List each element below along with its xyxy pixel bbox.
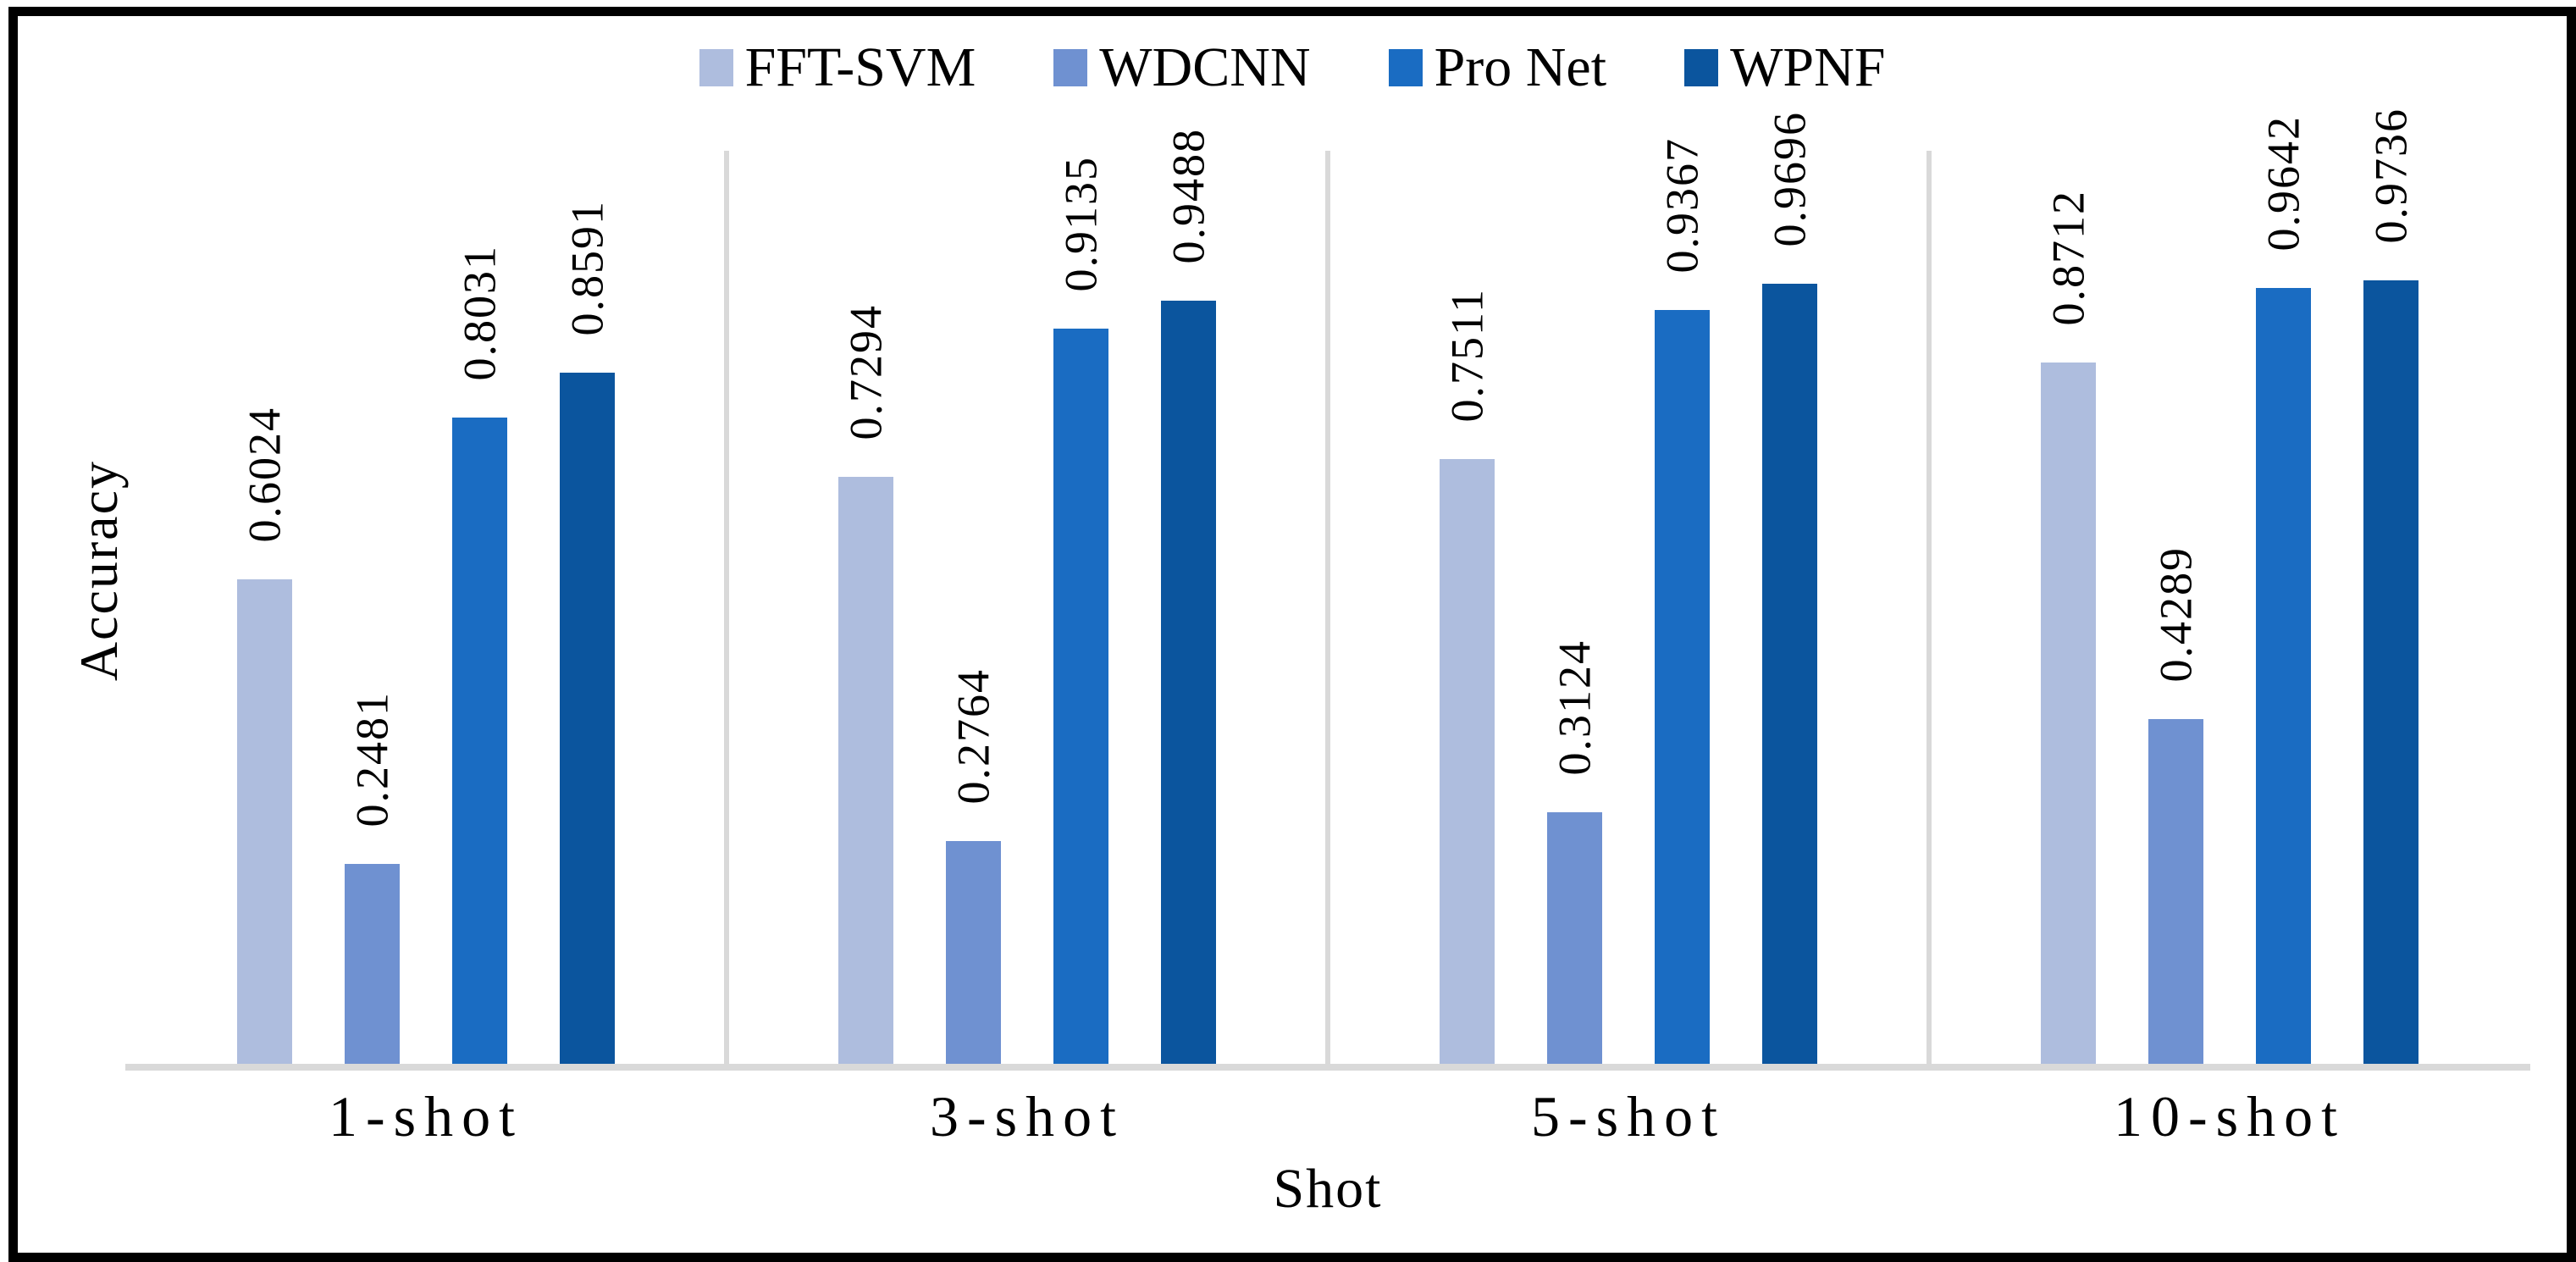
- bar-wpnf-10-shot: 0.9736: [2363, 108, 2418, 1064]
- bar-wdcnn-5-shot: 0.3124: [1547, 639, 1602, 1064]
- legend-item-wdcnn: WDCNN: [1053, 36, 1311, 98]
- legend-swatch-icon: [699, 49, 733, 86]
- legend-swatch-icon: [1053, 49, 1088, 86]
- legend-label: Pro Net: [1434, 36, 1607, 98]
- x-axis-category-label: 5-shot: [1531, 1084, 1726, 1149]
- bar-value-label: 0.6024: [239, 406, 290, 543]
- bar-group-5-shot: 0.7511 0.3124 0.9367 0.9696: [1328, 111, 1929, 1064]
- bar-group-3-shot: 0.7294 0.2764 0.9135 0.9488: [727, 128, 1328, 1064]
- bar-pro-net-10-shot: 0.9642: [2256, 115, 2311, 1064]
- bar-pro-net-5-shot: 0.9367: [1655, 137, 1710, 1064]
- bar-wdcnn-3-shot: 0.2764: [946, 668, 1001, 1064]
- bar-value-label: 0.2481: [346, 690, 398, 827]
- bar-value-label: 0.4289: [2150, 545, 2202, 683]
- bar-value-label: 0.3124: [1549, 639, 1600, 776]
- x-axis-category-label: 10-shot: [2114, 1084, 2346, 1149]
- bar-wdcnn-1-shot: 0.2481: [345, 691, 400, 1064]
- bar-value-label: 0.9696: [1764, 110, 1816, 247]
- legend-swatch-icon: [1684, 49, 1719, 86]
- category-separator-line: [724, 151, 729, 1064]
- bar-value-label: 0.9135: [1055, 155, 1107, 292]
- bar-value-label: 0.8031: [454, 244, 506, 381]
- plot-area: 0.6024 0.2481 0.8031 0.8591 0.7294 0.2764 0.91…: [125, 108, 2530, 1064]
- x-axis-category-labels: 1-shot 3-shot 5-shot 10-shot: [125, 1085, 2530, 1149]
- legend-label: WPNF: [1730, 36, 1886, 98]
- legend-item-fft-svm: FFT-SVM: [699, 40, 976, 96]
- category-separator-line: [1926, 151, 1932, 1064]
- bar-fft-svm-1-shot: 0.6024: [237, 407, 292, 1064]
- bar-value-label: 0.9736: [2365, 107, 2417, 244]
- legend-item-pro-net: Pro Net: [1388, 36, 1607, 98]
- x-axis-line: [125, 1064, 2530, 1071]
- bar-group-1-shot: 0.6024 0.2481 0.8031 0.8591: [125, 151, 727, 1064]
- x-axis-category-label: 3-shot: [930, 1084, 1125, 1149]
- bar-wpnf-5-shot: 0.9696: [1762, 111, 1817, 1064]
- legend-item-wpnf: WPNF: [1684, 40, 1885, 96]
- y-axis-title: Accuracy: [69, 460, 129, 682]
- legend-swatch-icon: [1388, 49, 1423, 86]
- bar-value-label: 0.9488: [1163, 127, 1214, 264]
- legend: FFT-SVM WDCNN Pro Net WPNF: [18, 40, 2567, 96]
- legend-label: WDCNN: [1099, 36, 1311, 98]
- bar-value-label: 0.8712: [2043, 189, 2094, 326]
- bar-pro-net-3-shot: 0.9135: [1053, 156, 1108, 1064]
- category-separator-line: [1325, 151, 1330, 1064]
- bar-wdcnn-10-shot: 0.4289: [2148, 546, 2203, 1064]
- bar-wpnf-3-shot: 0.9488: [1161, 128, 1216, 1064]
- bar-value-label: 0.8591: [561, 199, 613, 336]
- bar-wpnf-1-shot: 0.8591: [560, 200, 615, 1064]
- bar-value-label: 0.9367: [1656, 136, 1708, 274]
- x-axis-title: Shot: [1273, 1158, 1383, 1220]
- x-axis-category-label: 1-shot: [329, 1084, 523, 1149]
- bar-value-label: 0.9642: [2258, 114, 2309, 252]
- bar-value-label: 0.7511: [1441, 287, 1493, 423]
- bar-group-10-shot: 0.8712 0.4289 0.9642 0.9736: [1929, 108, 2530, 1064]
- bar-value-label: 0.2764: [948, 667, 999, 805]
- legend-label: FFT-SVM: [744, 36, 976, 98]
- bar-value-label: 0.7294: [840, 303, 892, 440]
- chart-figure: FFT-SVM WDCNN Pro Net WPNF Accuracy 0.6024 0…: [8, 7, 2576, 1262]
- bar-fft-svm-10-shot: 0.8712: [2041, 190, 2096, 1064]
- bar-fft-svm-5-shot: 0.7511: [1440, 288, 1495, 1064]
- bar-pro-net-1-shot: 0.8031: [452, 245, 507, 1064]
- bar-fft-svm-3-shot: 0.7294: [838, 304, 893, 1064]
